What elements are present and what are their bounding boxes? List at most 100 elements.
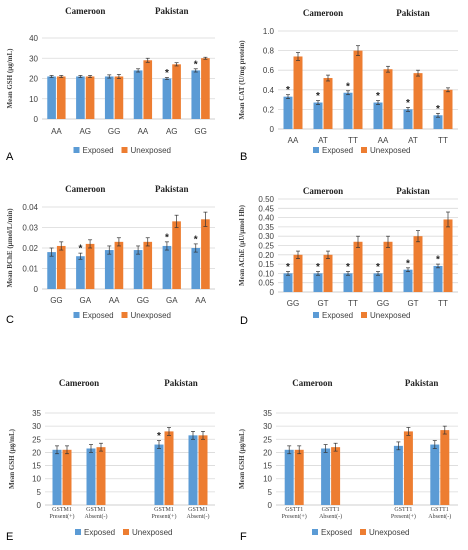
- group-title: Cameroon: [303, 186, 343, 196]
- y-tick-label: 0.8: [263, 47, 275, 56]
- significance-star: *: [346, 81, 350, 92]
- y-tick-label: 0.4: [263, 86, 275, 95]
- x-tick-label: GSTM1 Present(+): [49, 507, 74, 520]
- y-tick-label: 0.45: [258, 204, 274, 213]
- y-axis-label: Mean GSH (µg/mL): [6, 48, 14, 109]
- bar-unexposed: [201, 219, 210, 289]
- bar-unexposed: [164, 431, 174, 505]
- bar-exposed: [47, 252, 56, 289]
- x-tick-label: GSTT1 Present(+): [391, 507, 416, 520]
- y-tick-label: 0: [270, 125, 275, 134]
- legend-swatch-unexposed: [121, 147, 128, 153]
- legend-label-unexposed: Unexposed: [131, 146, 171, 155]
- group-title: Pakistan: [155, 6, 189, 16]
- x-tick-label: GT: [407, 299, 418, 308]
- bar-exposed: [133, 250, 143, 289]
- significance-star: *: [376, 91, 380, 102]
- bar-exposed: [154, 444, 164, 505]
- significance-star: *: [165, 232, 169, 243]
- legend-swatch-exposed: [313, 312, 319, 318]
- bar-exposed: [86, 448, 96, 505]
- x-tick-label: AA: [288, 136, 299, 145]
- legend-swatch-unexposed: [360, 529, 366, 535]
- x-tick-label: AA: [109, 296, 120, 305]
- bar-exposed: [188, 435, 198, 505]
- bar-unexposed: [440, 430, 450, 505]
- bar-unexposed: [443, 219, 453, 292]
- y-tick-label: 0.25: [258, 242, 274, 251]
- legend-swatch-exposed: [312, 529, 318, 535]
- x-tick-label: AA: [378, 136, 389, 145]
- y-tick-label: 0.05: [258, 279, 274, 288]
- y-tick-label: 0.04: [22, 203, 38, 212]
- panel-letter: D: [240, 315, 248, 327]
- legend-label-exposed: Exposed: [83, 311, 114, 320]
- legend-label-exposed: Exposed: [321, 528, 352, 537]
- bar-unexposed: [172, 221, 181, 289]
- y-tick-label: 0.50: [258, 195, 274, 204]
- panel-letter: F: [240, 531, 247, 543]
- significance-star: *: [165, 68, 169, 79]
- x-tick-label: GG: [137, 296, 149, 305]
- y-tick-label: 30: [29, 54, 38, 63]
- legend-swatch-unexposed: [123, 529, 129, 535]
- significance-star: *: [286, 262, 290, 273]
- y-tick-label: 20: [263, 448, 272, 457]
- bar-exposed: [393, 445, 403, 505]
- y-tick-label: 30: [263, 422, 272, 431]
- x-tick-label: AT: [318, 136, 328, 145]
- group-title: Pakistan: [164, 378, 198, 388]
- legend-label-unexposed: Unexposed: [369, 528, 409, 537]
- legend-label-exposed: Exposed: [83, 146, 114, 155]
- significance-star: *: [194, 234, 198, 245]
- bar-unexposed: [85, 76, 95, 119]
- y-tick-label: 30: [32, 422, 41, 431]
- significance-star: *: [194, 59, 198, 70]
- y-axis-label: Mean CAT (U/mg protein): [238, 40, 246, 120]
- x-tick-label: GSTT1 Present(+): [282, 507, 307, 520]
- bar-exposed: [321, 448, 331, 505]
- y-axis-label: Mean AChE (µU/µmol Hb): [238, 204, 246, 286]
- bar-unexposed: [413, 236, 423, 292]
- y-tick-label: 5: [37, 488, 42, 497]
- bar-exposed: [191, 248, 201, 289]
- legend-label-exposed: Exposed: [322, 311, 353, 320]
- bar-exposed: [76, 76, 85, 119]
- x-tick-label: TT: [438, 136, 448, 145]
- bar-exposed: [343, 92, 353, 129]
- y-tick-label: 25: [263, 435, 272, 444]
- bar-exposed: [283, 273, 293, 292]
- legend-label-unexposed: Unexposed: [370, 146, 410, 155]
- legend: Exposed Unexposed: [73, 146, 171, 155]
- bar-unexposed: [443, 89, 453, 129]
- group-title: Pakistan: [396, 186, 430, 196]
- bar-exposed: [373, 102, 383, 129]
- legend: Exposed Unexposed: [75, 528, 172, 537]
- bar-unexposed: [293, 254, 303, 292]
- y-tick-label: 0.10: [258, 269, 274, 278]
- bar-unexposed: [323, 78, 333, 129]
- x-tick-label: GSTT1 Absent(-): [319, 507, 342, 520]
- bar-unexposed: [198, 435, 208, 505]
- bar-unexposed: [293, 56, 303, 130]
- x-tick-label: GSTM1 Absent(-): [187, 507, 210, 520]
- x-tick-label: GG: [108, 127, 120, 136]
- x-tick-label: GSTM1 Present(+): [151, 507, 176, 520]
- y-tick-label: 10: [32, 475, 41, 484]
- significance-star: *: [78, 244, 82, 255]
- bar-unexposed: [62, 449, 72, 505]
- legend-swatch-unexposed: [361, 312, 367, 318]
- legend-label-unexposed: Unexposed: [131, 311, 171, 320]
- y-tick-label: 15: [32, 462, 41, 471]
- group-title: Cameroon: [65, 6, 105, 16]
- bar-unexposed: [201, 58, 210, 119]
- bar-unexposed: [331, 447, 341, 505]
- group-title: Cameroon: [292, 378, 332, 388]
- bar-exposed: [403, 269, 413, 292]
- y-tick-label: 0.30: [258, 232, 274, 241]
- y-tick-label: 0: [34, 285, 39, 294]
- significance-star: *: [157, 431, 161, 442]
- y-tick-label: 0: [34, 115, 39, 124]
- chart-panel-b: 0 0.2 0.4 0.6 0.8 1.0 Mean CAT (U/mg protein) *…: [238, 8, 458, 163]
- significance-star: *: [406, 98, 410, 109]
